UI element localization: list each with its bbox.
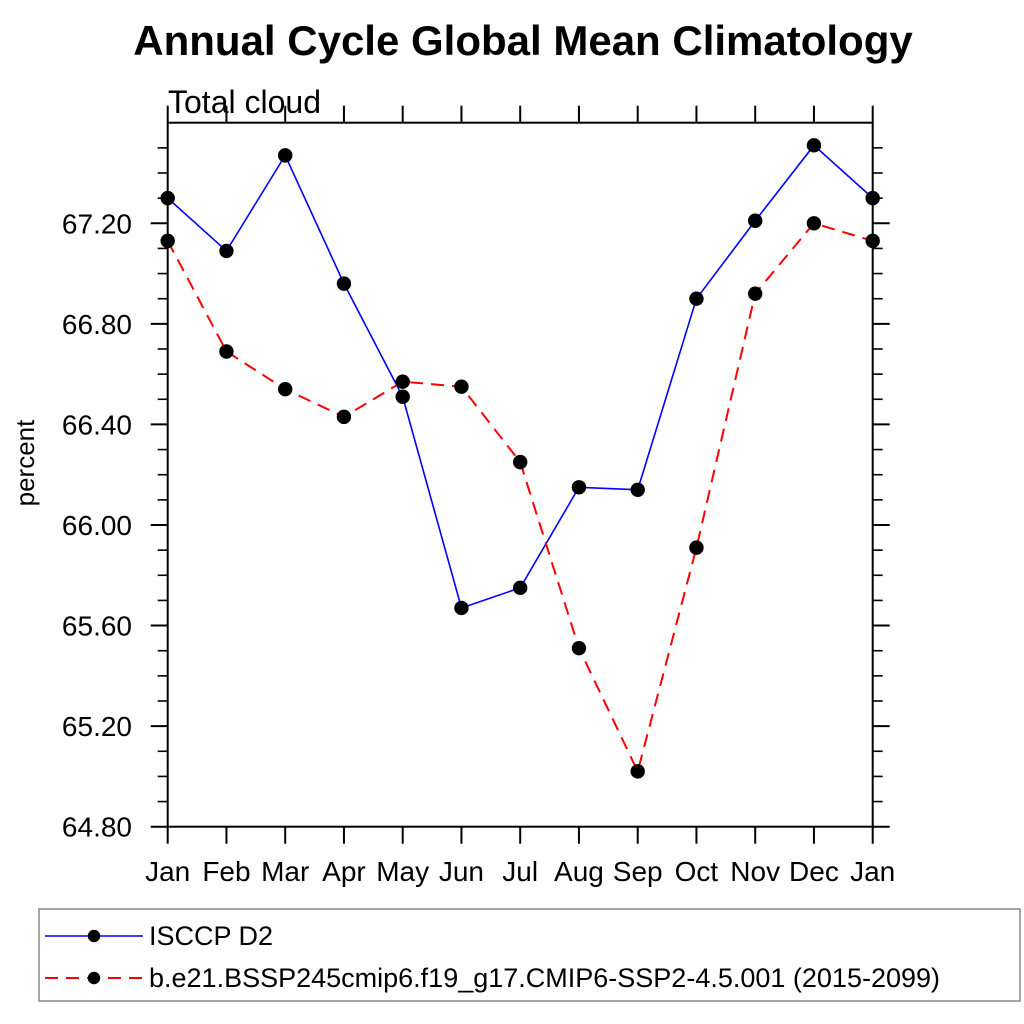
legend-box [38,908,1021,1002]
y-tick-label: 66.00 [62,510,132,541]
series-1-marker [513,454,528,470]
series-0-marker [160,190,175,206]
series-0-marker [454,600,469,616]
y-tick-label: 66.40 [62,409,132,440]
y-tick-label: 64.80 [62,812,132,843]
x-tick-label: Jan [850,856,895,887]
series-0-line [167,144,874,609]
x-tick-label: Sep [613,856,663,887]
series-0-marker [689,291,704,306]
series-1-marker [219,344,234,359]
x-tick-label: Jan [145,856,190,887]
legend-label: b.e21.BSSP245cmip6.f19_g17.CMIP6-SSP2-4.… [149,963,940,993]
legend-item: b.e21.BSSP245cmip6.f19_g17.CMIP6-SSP2-4.… [45,963,940,993]
legend-marker-icon [87,971,101,985]
x-tick-labels: Jan Feb Mar Apr May Jun Jul Aug Sep Oct Nov Dec Jan [145,856,895,887]
x-tick-label: May [376,856,429,887]
series-0-marker [219,243,234,259]
y-tick-label: 66.80 [62,309,132,340]
chart-title: Annual Cycle Global Mean Climatology [133,17,913,64]
series-1-line [166,222,873,775]
series-0-marker [336,276,352,291]
x-tick-label: Feb [202,856,250,887]
y-tick-label: 65.20 [62,711,132,742]
series-0-marker [748,213,763,228]
series-1-marker [571,640,587,656]
series-1-marker [395,374,410,389]
series-1-marker [806,216,822,231]
x-tick-label: Aug [554,856,604,887]
series-1-marker [689,540,704,555]
series-0-marker [571,480,587,495]
series-1-marker [630,764,645,779]
series-0-marker [278,148,293,163]
chart-subtitle: Total cloud [168,84,321,120]
series-1-marker [865,233,880,249]
x-tick-label: Oct [675,856,719,887]
series-1-marker [278,382,293,397]
series-1-marker [160,233,175,249]
y-tick-labels: 64.80 65.20 65.60 66.00 66.40 66.80 67.20 [62,208,132,842]
legend: ISCCP D2 b.e21.BSSP245cmip6.f19_g17.CMIP6… [38,908,1021,1002]
axis-ticks [150,105,890,844]
y-tick-label: 65.60 [62,611,132,642]
y-tick-label: 67.20 [62,208,132,239]
series-0-marker [513,580,528,596]
x-tick-label: Apr [322,856,366,887]
x-tick-label: Jun [439,856,484,887]
series-0-marker [806,138,822,153]
plot-border [166,121,874,828]
series-1-marker [454,379,469,394]
series-1-marker [336,409,352,425]
series-0-marker [630,482,645,497]
x-tick-label: Mar [261,856,309,887]
legend-marker-icon [87,929,101,943]
series-0-marker [865,190,880,206]
x-tick-label: Dec [789,856,839,887]
series-1-marker [748,286,763,301]
data-series [160,138,880,779]
legend-item: ISCCP D2 [45,921,273,951]
x-tick-label: Nov [730,856,780,887]
legend-label: ISCCP D2 [149,921,273,951]
series-0-marker [395,389,410,404]
x-tick-label: Jul [502,856,538,887]
y-axis-label: percent [10,419,40,506]
